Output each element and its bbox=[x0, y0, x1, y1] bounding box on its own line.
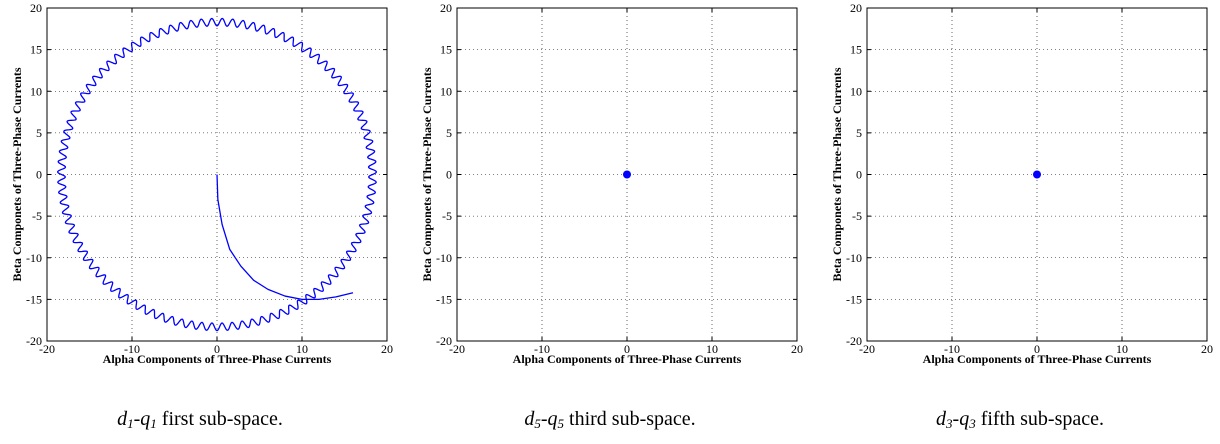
caption-1-q-sub: 1 bbox=[150, 416, 157, 431]
chart-2-x-axis-label: Alpha Components of Three-Phase Currents bbox=[513, 352, 742, 366]
chart-3-y-tick-label: -20 bbox=[846, 334, 862, 348]
chart-1-y-tick-label: -20 bbox=[26, 334, 42, 348]
chart-3-y-tick-label: 20 bbox=[850, 1, 862, 15]
caption-2-text: third sub-space. bbox=[564, 408, 696, 430]
chart-2-y-tick-label: 5 bbox=[446, 126, 452, 140]
caption-1-sep: - bbox=[133, 408, 141, 430]
panel-2: -20 -10 0 10 20 -20 -15 -10 -5 0 5 10 15 20 Alpha Com… bbox=[410, 0, 810, 444]
chart-2-y-tick-label: -15 bbox=[436, 292, 452, 306]
chart-3-x-tick-label: -20 bbox=[859, 342, 875, 356]
caption-3: d3-q3 fifth sub-space. bbox=[820, 408, 1220, 432]
caption-1: d1-q1 first sub-space. bbox=[0, 408, 400, 432]
chart-2-x-tick-label: 20 bbox=[791, 342, 803, 356]
chart-2-y-axis-label: Beta Componets of Three-Phase Currents bbox=[420, 67, 434, 281]
chart-1-y-tick-label: 10 bbox=[30, 84, 42, 98]
caption-3-d: d bbox=[936, 408, 947, 430]
chart-2-x-tick-label: -20 bbox=[449, 342, 465, 356]
chart-1-tick-labels: -20 -10 0 10 20 -20 -15 -10 -5 0 5 10 15 20 bbox=[26, 1, 393, 356]
chart-1-x-tick-label: -10 bbox=[124, 342, 140, 356]
panel-1: -20 -10 0 10 20 -20 -15 -10 -5 0 5 10 15 20 Alpha Com… bbox=[0, 0, 400, 444]
caption-2-sep: - bbox=[540, 408, 548, 430]
chart-2-y-tick-label: 15 bbox=[440, 43, 452, 57]
caption-1-text: first sub-space. bbox=[156, 408, 283, 430]
chart-1-x-tick-label: 10 bbox=[296, 342, 308, 356]
chart-3-y-axis-label: Beta Componets of Three-Phase Currents bbox=[830, 67, 844, 281]
chart-3-x-axis-label: Alpha Components of Three-Phase Currents bbox=[923, 352, 1152, 366]
chart-3-x-tick-label: 0 bbox=[1034, 342, 1040, 356]
chart-3-y-tick-label: -5 bbox=[852, 209, 862, 223]
panel-3: -20 -10 0 10 20 -20 -15 -10 -5 0 5 10 15 20 Alpha Com… bbox=[820, 0, 1220, 444]
chart-2-y-tick-label: 20 bbox=[440, 1, 452, 15]
chart-1-y-tick-label: 20 bbox=[30, 1, 42, 15]
caption-2-q: q bbox=[547, 408, 558, 430]
chart-1-y-tick-label: 0 bbox=[36, 168, 42, 182]
chart-3-y-tick-label: -10 bbox=[846, 251, 862, 265]
chart-2-x-tick-label: 10 bbox=[706, 342, 718, 356]
chart-3: -20 -10 0 10 20 -20 -15 -10 -5 0 5 10 15 20 Alpha Com… bbox=[830, 1, 1213, 366]
chart-3-y-tick-label: 15 bbox=[850, 43, 862, 57]
caption-3-sep: - bbox=[952, 408, 960, 430]
chart-1-y-tick-label: -5 bbox=[32, 209, 42, 223]
chart-3-ticks bbox=[866, 7, 1208, 342]
caption-2-d-sub: 5 bbox=[534, 416, 541, 431]
chart-2-x-tick-label: -10 bbox=[534, 342, 550, 356]
caption-1-q: q bbox=[140, 408, 151, 430]
chart-3-y-tick-label: 0 bbox=[856, 168, 862, 182]
chart-2-x-tick-label: 0 bbox=[624, 342, 630, 356]
chart-2-y-tick-label: -5 bbox=[442, 209, 452, 223]
chart-3-tick-labels: -20 -10 0 10 20 -20 -15 -10 -5 0 5 10 15 20 bbox=[846, 1, 1213, 356]
chart-1-y-tick-label: 15 bbox=[30, 43, 42, 57]
chart-3-grid bbox=[867, 8, 1207, 341]
chart-1-y-tick-label: -10 bbox=[26, 251, 42, 265]
caption-2-d: d bbox=[524, 408, 535, 430]
chart-1-x-tick-label: -20 bbox=[39, 342, 55, 356]
caption-3-q-sub: 3 bbox=[969, 416, 976, 431]
caption-3-text: fifth sub-space. bbox=[975, 408, 1104, 430]
chart-3-marks bbox=[1033, 170, 1041, 179]
caption-1-d: d bbox=[117, 408, 128, 430]
chart-2-y-tick-label: -10 bbox=[436, 251, 452, 265]
chart-2-grid bbox=[457, 8, 797, 341]
chart-1-y-tick-label: -15 bbox=[26, 292, 42, 306]
chart-3-y-tick-label: 5 bbox=[856, 126, 862, 140]
chart-1: -20 -10 0 10 20 -20 -15 -10 -5 0 5 10 15 20 Alpha Com… bbox=[10, 1, 393, 366]
chart-1-grid bbox=[47, 8, 387, 341]
caption-3-d-sub: 3 bbox=[946, 416, 953, 431]
caption-2: d5-q5 third sub-space. bbox=[410, 408, 810, 432]
chart-2-ticks bbox=[456, 7, 798, 342]
chart-1-x-tick-label: 20 bbox=[381, 342, 393, 356]
chart-3-x-tick-label: 20 bbox=[1201, 342, 1213, 356]
chart-1-ticks bbox=[46, 7, 388, 342]
chart-3-y-tick-label: 10 bbox=[850, 84, 862, 98]
caption-1-d-sub: 1 bbox=[127, 416, 134, 431]
chart-2-y-tick-label: 10 bbox=[440, 84, 452, 98]
chart-2-marks bbox=[623, 170, 631, 179]
chart-1-y-tick-label: 5 bbox=[36, 126, 42, 140]
caption-2-q-sub: 5 bbox=[557, 416, 565, 431]
chart-3-point-1 bbox=[1033, 170, 1041, 179]
chart-1-series-2-line bbox=[216, 174, 354, 301]
chart-2-point-1 bbox=[623, 170, 631, 179]
chart-2-y-tick-label: -20 bbox=[436, 334, 452, 348]
chart-2-tick-labels: -20 -10 0 10 20 -20 -15 -10 -5 0 5 10 15 20 bbox=[436, 1, 803, 356]
chart-1-marks bbox=[57, 17, 377, 332]
chart-2: -20 -10 0 10 20 -20 -15 -10 -5 0 5 10 15 20 Alpha Com… bbox=[420, 1, 803, 366]
chart-1-y-axis-label: Beta Componets of Three-Phase Currents bbox=[10, 67, 24, 281]
caption-3-q: q bbox=[959, 408, 970, 430]
chart-3-y-tick-label: -15 bbox=[846, 292, 862, 306]
chart-1-x-tick-label: 0 bbox=[214, 342, 220, 356]
chart-1-series-1-line bbox=[57, 17, 377, 332]
chart-2-y-tick-label: 0 bbox=[446, 168, 452, 182]
chart-1-x-axis-label: Alpha Components of Three-Phase Currents bbox=[103, 352, 332, 366]
chart-3-x-tick-label: -10 bbox=[944, 342, 960, 356]
chart-3-x-tick-label: 10 bbox=[1116, 342, 1128, 356]
